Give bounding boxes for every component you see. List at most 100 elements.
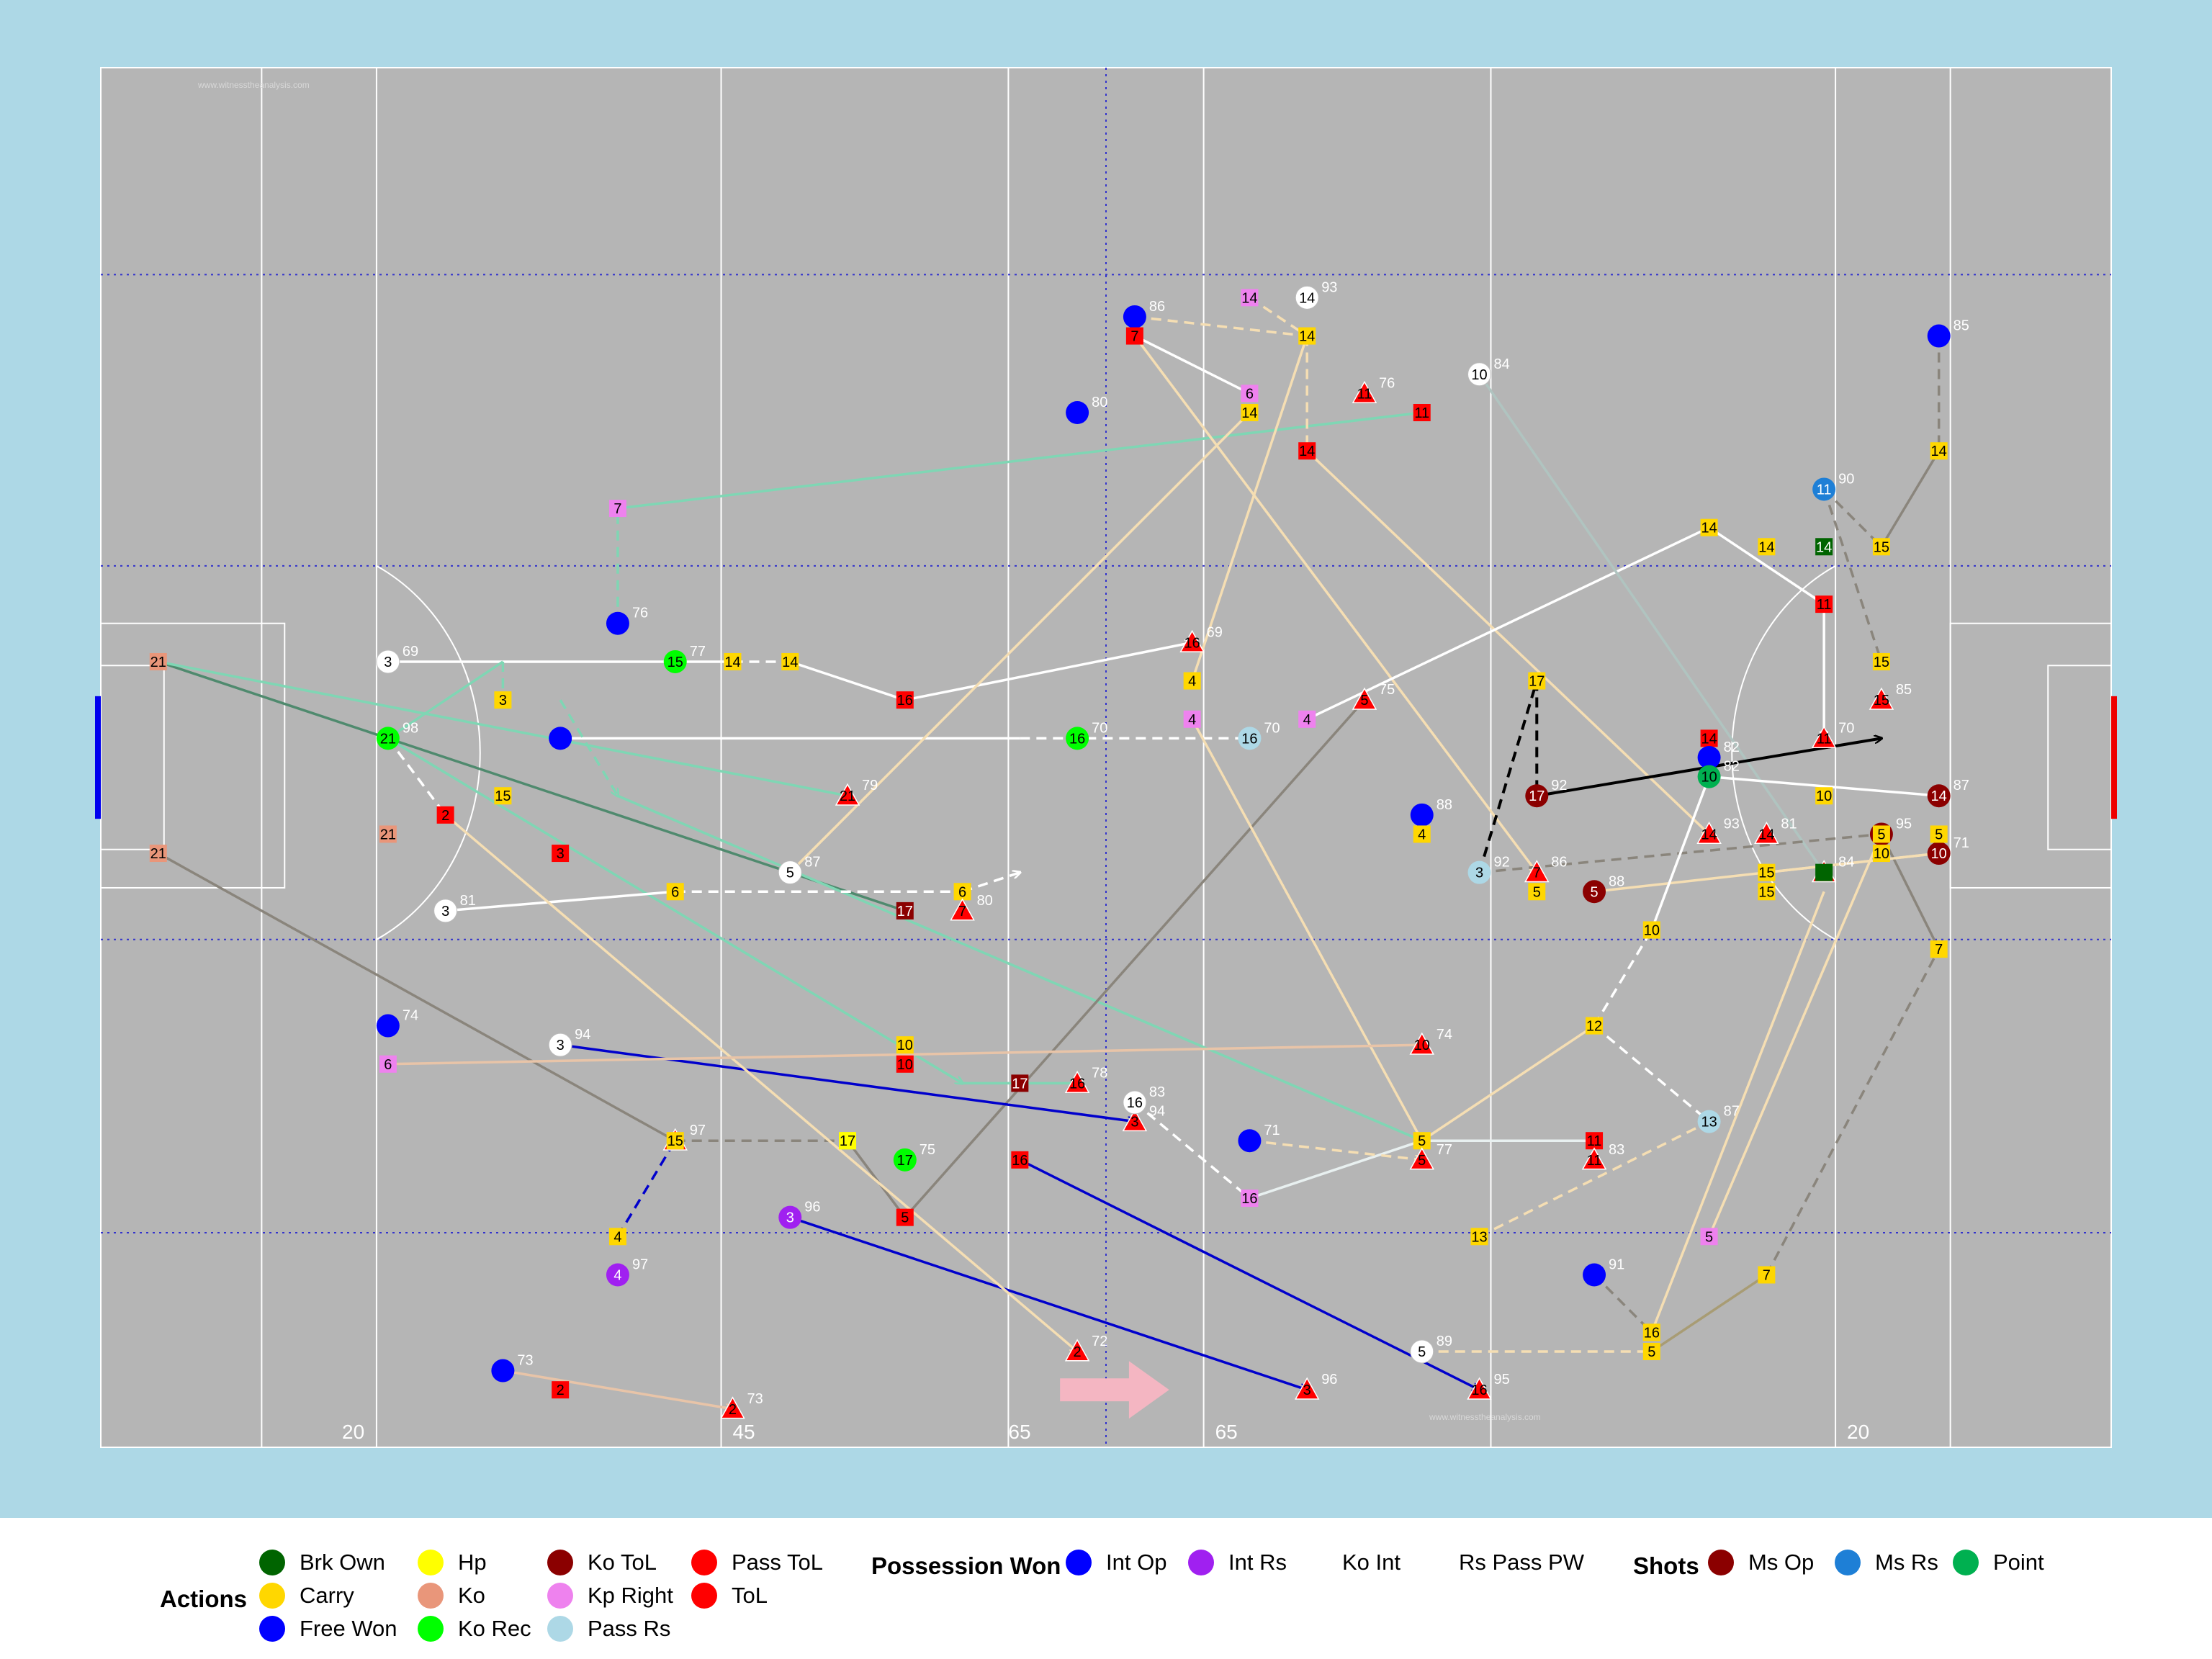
action-marker: 13 87 <box>1697 1104 1740 1133</box>
action-mark <box>606 611 629 635</box>
action-mark <box>1930 442 1948 460</box>
action-marker: 21 <box>149 652 167 670</box>
action-mark <box>896 1055 914 1073</box>
action-marker: 16 <box>1011 1151 1029 1169</box>
action-label: 5 <box>1418 1344 1426 1360</box>
action-time: 76 <box>1379 375 1395 391</box>
legend-swatch <box>259 1616 285 1642</box>
movement-line <box>503 1369 732 1409</box>
action-time: 71 <box>1954 835 1969 851</box>
action-time: 86 <box>1551 855 1567 871</box>
action-label: 21 <box>150 846 166 862</box>
movement-line <box>1249 296 1307 336</box>
action-label: 14 <box>1931 444 1947 459</box>
action-time: 97 <box>690 1123 706 1138</box>
action-mark <box>1066 401 1089 424</box>
action-marker: 21 98 <box>376 720 418 750</box>
action-time: 92 <box>1494 855 1510 871</box>
action-mark <box>552 1381 570 1399</box>
action-label: 14 <box>1701 827 1717 842</box>
action-mark <box>835 783 860 806</box>
action-label: 11 <box>1817 482 1832 498</box>
legend-swatch <box>547 1616 573 1642</box>
action-mark <box>1525 784 1549 808</box>
action-mark <box>1011 1151 1029 1169</box>
action-label: 3 <box>499 693 507 709</box>
movement-line <box>1708 526 1825 606</box>
action-marker: 91 <box>1583 1257 1624 1287</box>
action-time: 74 <box>403 1008 418 1024</box>
action-label: 16 <box>1069 1076 1085 1092</box>
action-marker: 11 <box>1815 595 1833 613</box>
legend-section-title: Possession Won <box>871 1552 1061 1579</box>
action-label: 5 <box>1590 884 1598 900</box>
action-mark <box>1815 595 1833 613</box>
action-label: 14 <box>1758 827 1774 842</box>
action-marker: 5 <box>1700 1228 1718 1246</box>
movement-line <box>1593 1025 1710 1123</box>
legend-item: Ms Op <box>1708 1550 1814 1575</box>
action-label: 16 <box>1471 1382 1487 1398</box>
action-marker: 10 <box>1642 921 1660 939</box>
action-marker: 14 81 <box>1754 816 1797 844</box>
action-label: 16 <box>1241 731 1257 747</box>
action-mark <box>1930 825 1948 843</box>
action-time: 71 <box>1264 1123 1280 1138</box>
action-label: 5 <box>1935 827 1943 842</box>
action-time: 87 <box>804 855 820 871</box>
action-time: 94 <box>575 1027 590 1043</box>
action-mark <box>1413 404 1431 421</box>
movement-line <box>904 642 1192 701</box>
action-mark <box>1467 860 1491 884</box>
legend-label: Int Rs <box>1228 1550 1287 1575</box>
action-time: 72 <box>1092 1334 1107 1349</box>
action-label: 10 <box>897 1038 913 1053</box>
action-time: 88 <box>1609 873 1624 889</box>
action-mark <box>663 649 687 673</box>
action-label: 5 <box>1647 1344 1655 1360</box>
action-time: 85 <box>1896 682 1912 698</box>
movement-line <box>1192 336 1308 681</box>
action-label: 10 <box>1874 846 1889 862</box>
action-label: 21 <box>380 827 396 842</box>
action-mark <box>1467 1377 1492 1400</box>
pitch-chart: 20 45 65 65 20www.witnesstheanalysis.comwww.… <box>95 67 2117 1448</box>
action-marker: 14 <box>1930 442 1948 460</box>
action-mark <box>1241 289 1259 307</box>
movement-line <box>1306 528 1709 721</box>
action-mark <box>1927 842 1951 866</box>
action-label: 21 <box>150 655 166 670</box>
action-mark <box>1179 629 1205 652</box>
action-mark <box>1241 385 1259 403</box>
movement-line <box>1478 1122 1709 1238</box>
action-mark <box>1298 710 1316 728</box>
movement-line <box>617 413 1422 510</box>
legend-label: Hp <box>458 1550 487 1575</box>
action-marker: 3 <box>494 691 512 709</box>
action-label: 16 <box>1184 635 1200 651</box>
action-label: 5 <box>1533 884 1541 900</box>
action-time: 83 <box>1609 1142 1624 1158</box>
action-label: 6 <box>671 884 679 900</box>
action-label: 4 <box>613 1229 621 1245</box>
direction-arrow-icon <box>1060 1361 1169 1419</box>
action-mark <box>1754 821 1779 844</box>
action-marker: 10 71 <box>1927 835 1969 866</box>
action-time: 89 <box>1437 1334 1452 1349</box>
pitch-surface: 20 45 65 65 20www.witnesstheanalysis.comwww.… <box>95 67 2117 1448</box>
action-marker: 15 <box>494 787 512 805</box>
action-time: 90 <box>1838 471 1854 487</box>
action-marker: 21 <box>379 825 397 843</box>
action-marker: 12 <box>1586 1017 1604 1035</box>
action-marker: 14 93 <box>1696 816 1740 844</box>
action-marker: 10 <box>896 1055 914 1073</box>
movement-line <box>1650 775 1711 931</box>
action-mark <box>1815 787 1833 805</box>
action-marker: 7 80 <box>950 893 993 921</box>
action-marker: 6 <box>1241 385 1259 403</box>
movement-line <box>444 814 1077 1352</box>
movement-line <box>1880 450 1941 548</box>
action-mark <box>376 1014 400 1038</box>
